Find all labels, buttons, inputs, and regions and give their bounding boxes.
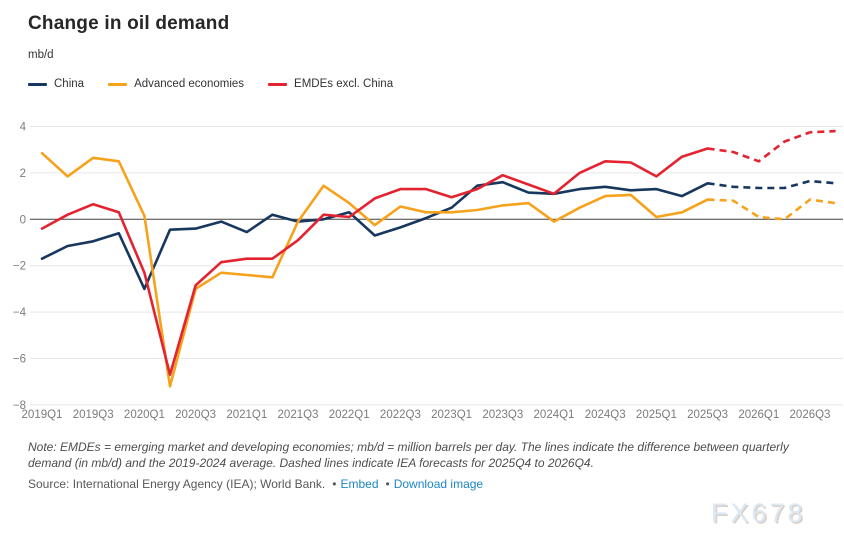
x-tick-label: 2022Q1 [329,409,370,421]
legend-item-emdes: EMDEs excl. China [268,78,393,90]
x-tick-label: 2019Q3 [73,409,114,421]
y-tick-label: 0 [20,214,26,226]
legend-item-advanced-economies: Advanced economies [108,78,244,90]
series-line-advanced-economies [40,151,709,388]
y-tick-label: 4 [20,122,27,134]
legend-label-advanced-economies: Advanced economies [134,78,245,90]
x-tick-label: 2019Q1 [22,409,63,421]
x-tick-label: 2024Q3 [585,409,626,421]
x-tick-label: 2025Q1 [636,409,677,421]
x-tick-label: 2026Q1 [738,409,779,421]
x-tick-label: 2020Q1 [124,409,165,421]
legend-label-emdes: EMDEs excl. China [294,78,394,90]
x-tick-label: 2021Q1 [226,409,267,421]
y-tick-label: 2 [20,168,26,180]
x-tick-label: 2023Q1 [431,409,472,421]
bullet-separator: • [332,477,337,491]
bullet-separator: • [385,477,390,491]
source-text: Source: International Energy Agency (IEA… [28,477,326,491]
y-tick-label: −8 [13,400,26,412]
page-title: Change in oil demand [28,13,230,34]
embed-link[interactable]: Embed [340,477,379,491]
x-tick-label: 2025Q3 [687,409,728,421]
series-forecast-line-emdes-excl-china [707,129,836,163]
emdes-line-swatch [268,82,288,86]
legend-label-china: China [54,78,85,90]
y-tick-label: −6 [13,354,26,366]
x-tick-label: 2022Q3 [380,409,421,421]
download-image-link[interactable]: Download image [393,477,484,491]
series-forecast-line-advanced-economies [707,198,836,221]
source-row: Source: International Energy Agency (IEA… [28,477,834,491]
y-axis-unit-label: mb/d [28,49,54,61]
china-line-swatch [28,82,47,86]
series-line-emdes-excl-china [40,147,709,377]
fx678-watermark: FX678 [711,498,806,528]
y-tick-label: −4 [13,307,27,319]
x-tick-label: 2026Q3 [790,409,831,421]
chart-note: Note: EMDEs = emerging market and develo… [28,440,789,470]
y-tick-label: −2 [13,261,26,273]
advanced-economies-line-swatch [108,82,128,86]
legend-item-china: China [28,78,84,90]
x-tick-label: 2020Q3 [175,409,216,421]
x-tick-label: 2024Q1 [534,409,575,421]
x-tick-label: 2021Q3 [278,409,319,421]
x-tick-label: 2023Q3 [482,409,523,421]
series-forecast-line-china [707,179,836,190]
chart-legend: China Advanced economies EMDEs excl. Chi… [28,78,393,90]
